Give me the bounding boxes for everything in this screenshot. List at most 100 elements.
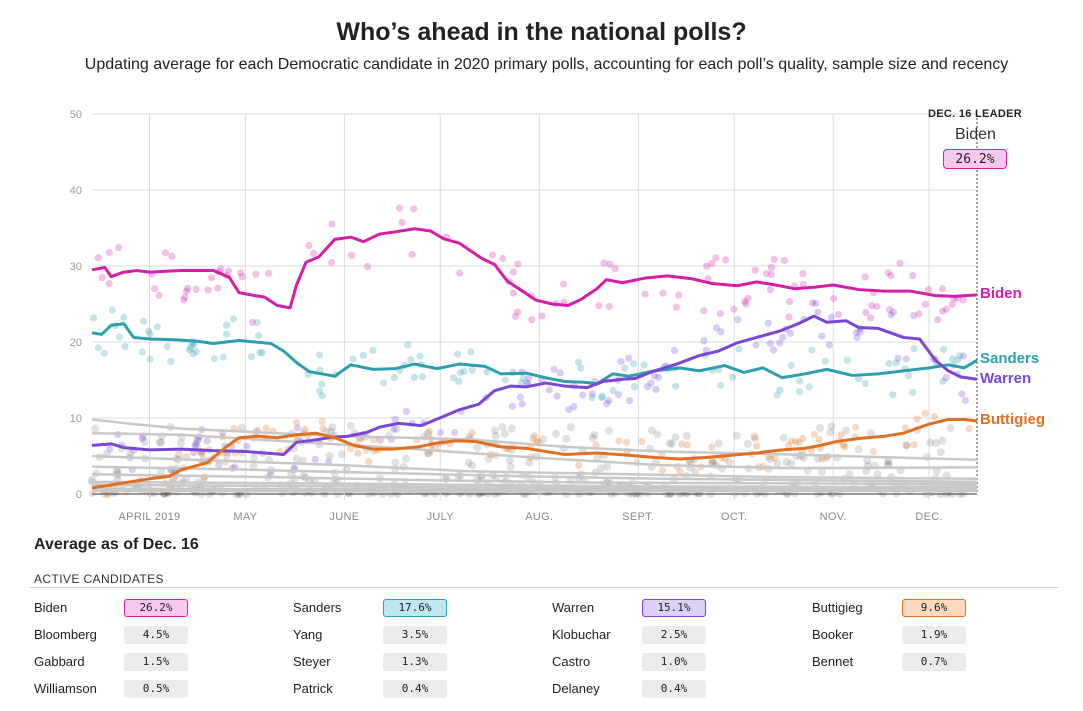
leader-value-badge: 26.2%	[943, 149, 1007, 169]
other-candidate-line	[91, 465, 978, 484]
poll-dot	[861, 467, 870, 476]
poll-dot	[795, 387, 804, 396]
poll-dot	[402, 407, 411, 415]
poll-dot	[606, 260, 614, 268]
poll-dot	[155, 438, 164, 447]
poll-dot	[491, 431, 500, 440]
poll-dot	[390, 425, 398, 434]
poll-dot	[614, 391, 623, 399]
poll-dot	[670, 346, 679, 355]
poll-dot	[767, 263, 776, 272]
poll-dot	[709, 459, 718, 468]
poll-dot	[94, 254, 102, 262]
poll-dot	[672, 303, 681, 311]
poll-dot	[734, 316, 742, 324]
poll-dot	[885, 305, 894, 314]
poll-dot	[574, 358, 582, 366]
poll-dot	[455, 377, 463, 385]
poll-dot	[682, 431, 691, 440]
candidate-name: Castro	[552, 654, 591, 669]
candidate-value-badge: 0.5%	[124, 680, 188, 698]
poll-dot	[467, 348, 475, 356]
poll-dot	[926, 438, 935, 447]
poll-dot	[708, 457, 716, 465]
poll-dot	[708, 259, 716, 268]
poll-dot	[750, 432, 759, 441]
poll-dot	[214, 284, 222, 292]
poll-dot	[596, 464, 605, 473]
poll-dot	[771, 454, 779, 462]
poll-dot	[896, 259, 904, 267]
poll-dot	[153, 323, 161, 331]
poll-dot	[780, 256, 788, 265]
poll-dot	[942, 305, 950, 313]
poll-dot	[595, 302, 603, 310]
poll-dot	[186, 344, 195, 352]
series-label-buttigieg: Buttigieg	[980, 411, 1045, 428]
poll-dot	[140, 437, 149, 446]
poll-dot	[514, 260, 522, 268]
candidate-value-badge: 4.5%	[124, 626, 188, 644]
y-tick-label: 30	[70, 261, 82, 273]
poll-dot	[839, 441, 847, 449]
series-label-biden: Biden	[980, 285, 1022, 302]
poll-dot	[192, 285, 200, 294]
poll-dot	[190, 341, 198, 349]
poll-dot	[700, 307, 708, 315]
other-candidate-line	[91, 431, 978, 470]
poll-dot	[120, 313, 128, 322]
poll-dot	[818, 455, 826, 463]
poll-dot	[830, 294, 838, 303]
poll-dot	[779, 433, 788, 442]
poll-dot	[189, 350, 197, 358]
poll-dot	[887, 311, 895, 319]
poll-dot	[767, 270, 775, 279]
poll-dot	[658, 466, 666, 475]
poll-dot	[516, 393, 525, 401]
poll-dot	[525, 374, 533, 382]
poll-dot	[489, 251, 497, 259]
poll-dot	[157, 438, 166, 447]
poll-dot	[795, 438, 803, 447]
poll-dot	[529, 434, 537, 442]
poll-dot	[423, 449, 432, 458]
poll-dot	[938, 285, 947, 293]
poll-dot	[204, 286, 212, 294]
poll-dot	[575, 461, 583, 469]
poll-dot	[717, 381, 725, 389]
poll-dot	[328, 220, 336, 228]
poll-dot	[600, 259, 608, 267]
poll-dot	[210, 355, 219, 363]
candidate-value-badge: 1.9%	[902, 626, 966, 644]
poll-dot	[671, 433, 680, 442]
x-tick-label: DEC.	[915, 511, 942, 523]
poll-dot	[525, 458, 534, 467]
poll-dot	[94, 344, 102, 352]
x-tick-label: SEPT.	[622, 511, 654, 523]
poll-dot	[799, 280, 807, 289]
poll-dot	[843, 356, 851, 364]
polling-chart[interactable]: 0 10 20 30 40 50 APRIL 2019 MAY JUNE JULY AUG. SEPT…	[0, 0, 1083, 530]
poll-dot	[193, 435, 202, 444]
poll-dot	[566, 423, 575, 432]
poll-dot	[418, 373, 426, 381]
poll-dot	[588, 390, 596, 398]
poll-dot	[539, 435, 548, 444]
poll-dot	[191, 442, 199, 450]
poll-dot	[751, 434, 759, 442]
poll-dot	[326, 427, 335, 436]
poll-dot	[904, 371, 913, 380]
poll-dot	[379, 379, 388, 387]
x-tick-label: NOV.	[820, 511, 847, 523]
poll-dot	[782, 458, 791, 467]
poll-dot	[167, 357, 175, 366]
poll-dot	[817, 467, 826, 476]
poll-dot	[115, 333, 124, 341]
x-tick-label: OCT.	[721, 511, 747, 523]
candidate-name: Biden	[34, 600, 68, 615]
poll-dot	[401, 454, 410, 463]
poll-dot	[946, 424, 955, 433]
poll-dot	[577, 364, 585, 372]
poll-dot	[100, 349, 108, 357]
x-tick-label: MAY	[233, 511, 257, 523]
